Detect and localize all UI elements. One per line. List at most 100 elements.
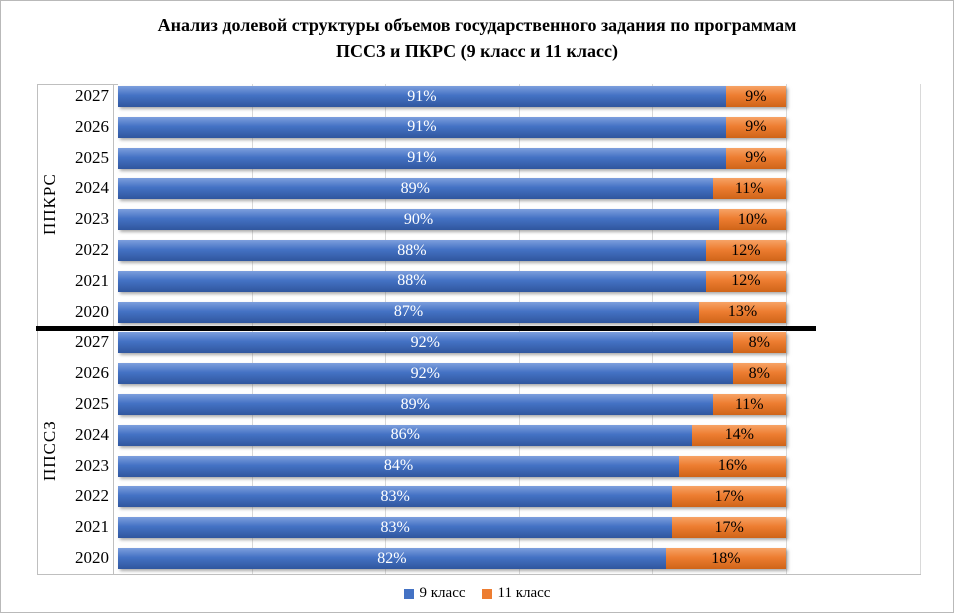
bar-value-label-11-klass: 9% [745, 87, 767, 105]
bar-value-label-11-klass: 13% [727, 303, 758, 321]
bar-segment-11-klass: 12% [705, 270, 786, 292]
bar-segment-11-klass: 10% [719, 209, 786, 231]
year-label: 2022 [75, 240, 109, 259]
bar-segment-11-klass: 9% [725, 147, 786, 169]
bar-row-ППССЗ-2024: 86% 14% [118, 424, 786, 446]
bar-value-label-11-klass: 8% [748, 364, 770, 382]
bar-segment-11-klass: 16% [679, 455, 786, 477]
bar-row-ППКРС-2021: 88% 12% [118, 270, 786, 292]
bar-segment-11-klass: 17% [672, 486, 786, 508]
bar-value-label-9-klass: 91% [407, 118, 437, 136]
bar-value-label-9-klass: 83% [380, 518, 410, 536]
year-label: 2027 [75, 332, 109, 352]
bar-value-label-9-klass: 92% [410, 364, 440, 382]
legend-label-9-klass: 9 класс [419, 585, 466, 601]
bar-segment-9-klass: 88% [118, 270, 706, 292]
bar-segment-9-klass: 87% [118, 301, 700, 323]
bar-row-ППКРС-2027: 91% 9% [118, 86, 786, 107]
legend-item-11-klass: 11 класс [481, 585, 551, 602]
year-label: 2024 [75, 178, 109, 198]
bar-segment-9-klass: 83% [118, 486, 673, 508]
bar-row-ППССЗ-2021: 83% 17% [118, 517, 786, 539]
bar-segment-9-klass: 91% [118, 147, 726, 169]
bar-value-label-9-klass: 88% [397, 272, 427, 290]
year-label: 2024 [75, 424, 109, 444]
bar-row-ППССЗ-2022: 83% 17% [118, 486, 786, 508]
bar-value-label-11-klass: 8% [748, 333, 770, 351]
year-label: 2023 [75, 455, 109, 475]
bar-value-label-11-klass: 18% [711, 549, 741, 567]
bar-value-label-9-klass: 86% [390, 426, 420, 444]
bar-value-label-9-klass: 91% [407, 149, 437, 167]
bar-row-ППССЗ-2020: 82% 18% [118, 548, 786, 569]
bar-segment-9-klass: 83% [118, 517, 673, 539]
bar-segment-9-klass: 89% [118, 394, 713, 415]
bar-value-label-11-klass: 10% [737, 210, 768, 228]
bar-value-label-11-klass: 12% [731, 241, 761, 259]
bar-value-label-11-klass: 16% [717, 457, 748, 475]
bar-value-label-11-klass: 11% [734, 179, 764, 197]
group-divider-line [36, 326, 816, 331]
bar-row-ППКРС-2026: 91% 9% [118, 116, 786, 138]
bar-row-ППССЗ-2023: 84% 16% [118, 455, 786, 477]
x-gridline [919, 84, 921, 574]
year-label: 2025 [75, 147, 109, 167]
legend-item-9-klass: 9 класс [403, 585, 466, 602]
bar-value-label-9-klass: 83% [380, 487, 410, 505]
year-label: 2026 [75, 116, 109, 136]
bar-row-ППКРС-2022: 88% 12% [118, 240, 786, 261]
bar-segment-11-klass: 8% [732, 332, 786, 354]
bar-segment-9-klass: 92% [118, 332, 733, 354]
bar-segment-11-klass: 18% [665, 548, 786, 569]
bar-segment-9-klass: 90% [118, 209, 720, 231]
bar-value-label-11-klass: 17% [714, 518, 744, 536]
chart-title: Анализ долевой структуры объемов государ… [1, 12, 953, 64]
bar-value-label-9-klass: 91% [407, 87, 437, 105]
bar-segment-9-klass: 92% [118, 363, 733, 385]
legend-swatch-orange [481, 588, 492, 599]
bar-value-label-9-klass: 82% [377, 549, 407, 567]
bar-segment-9-klass: 84% [118, 455, 680, 477]
chart-title-line1: Анализ долевой структуры объемов государ… [157, 15, 797, 35]
group-label-ppkrs: ППКРС [40, 173, 59, 236]
bar-value-label-9-klass: 90% [403, 210, 434, 228]
bar-segment-9-klass: 91% [118, 86, 726, 107]
year-label: 2027 [75, 86, 109, 105]
legend-label-11-klass: 11 класс [497, 585, 551, 601]
bar-value-label-9-klass: 89% [400, 395, 430, 413]
bar-segment-11-klass: 8% [732, 363, 786, 385]
bar-segment-9-klass: 89% [118, 178, 713, 200]
bar-segment-9-klass: 91% [118, 116, 726, 138]
year-label: 2020 [75, 301, 109, 321]
bar-segment-9-klass: 82% [118, 548, 666, 569]
legend-swatch-blue [403, 588, 414, 599]
bar-value-label-9-klass: 88% [397, 241, 427, 259]
year-label: 2021 [75, 517, 109, 537]
bar-segment-11-klass: 12% [705, 240, 786, 261]
bar-row-ППССЗ-2027: 92% 8% [118, 332, 786, 354]
bar-value-label-9-klass: 89% [400, 179, 430, 197]
year-label: 2020 [75, 548, 109, 567]
bar-value-label-11-klass: 9% [745, 149, 767, 167]
bar-row-ППКРС-2024: 89% 11% [118, 178, 786, 200]
bar-row-ППССЗ-2026: 92% 8% [118, 363, 786, 385]
bar-segment-11-klass: 11% [712, 178, 786, 200]
bar-segment-11-klass: 17% [672, 517, 786, 539]
bar-value-label-11-klass: 9% [745, 118, 767, 136]
bar-value-label-9-klass: 84% [383, 457, 414, 475]
bar-value-label-9-klass: 92% [410, 333, 440, 351]
group-label-pssz: ППССЗ [40, 420, 59, 481]
year-label: 2022 [75, 486, 109, 506]
year-label: 2026 [75, 363, 109, 383]
bar-value-label-11-klass: 12% [731, 272, 761, 290]
axis-bottom-line [37, 574, 921, 575]
bar-segment-9-klass: 88% [118, 240, 706, 261]
year-label: 2025 [75, 394, 109, 413]
bar-value-label-9-klass: 87% [393, 303, 424, 321]
bar-segment-11-klass: 11% [712, 394, 786, 415]
bar-segment-11-klass: 14% [692, 424, 786, 446]
bar-row-ППССЗ-2025: 89% 11% [118, 394, 786, 415]
bar-segment-11-klass: 9% [725, 86, 786, 107]
bar-value-label-11-klass: 14% [724, 426, 754, 444]
